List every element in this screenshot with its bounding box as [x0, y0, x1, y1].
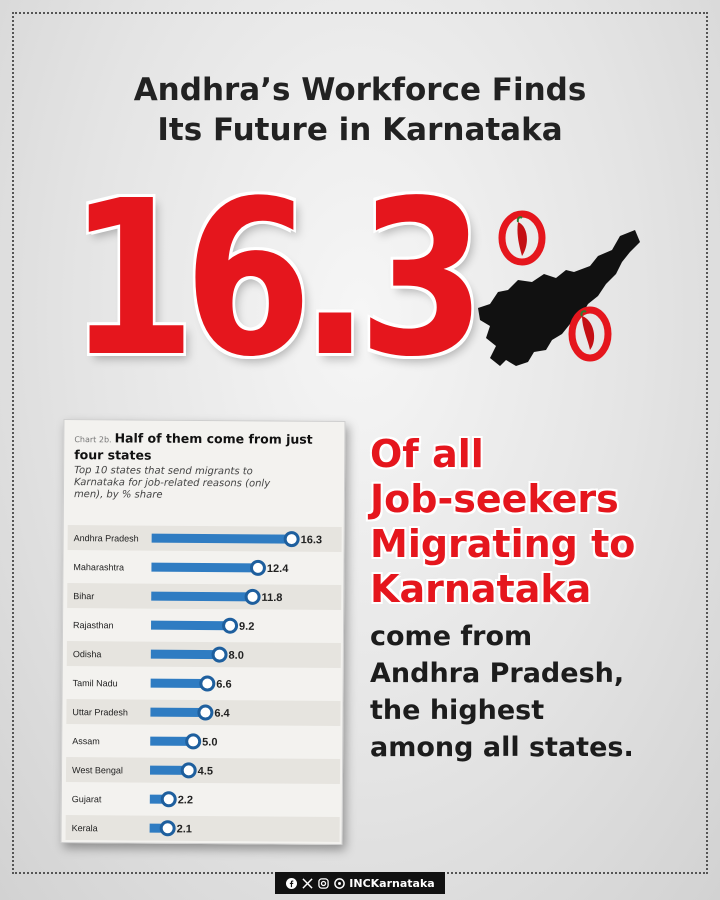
clipping-title-line-1: Half of them come from just — [114, 430, 313, 447]
red-highlight-text: Of all Job-seekers Migrating to Karnatak… — [370, 432, 710, 612]
bar-category-label: Assam — [72, 736, 100, 746]
newspaper-chart-clipping: Chart 2b. Half of them come from just fou… — [60, 419, 346, 845]
bar — [151, 562, 258, 573]
migrants-bar-chart: Andhra Pradesh 16.3 Maharashtra 12.4 Bihar 11… — [65, 525, 342, 842]
clipping-subtitle: Top 10 states that send migrants to Karn… — [74, 465, 334, 503]
bar-value-label: 5.0 — [202, 736, 217, 748]
clipping-title: Chart 2b. Half of them come from just fou… — [74, 430, 334, 464]
bar-value-label: 16.3 — [301, 534, 323, 546]
bar-category-label: Andhra Pradesh — [74, 533, 139, 543]
bar-category-label: Odisha — [73, 649, 102, 659]
bar-value-label: 11.8 — [262, 592, 283, 604]
bar — [150, 678, 208, 689]
red-line-3: Migrating to — [370, 522, 636, 566]
facebook-icon[interactable] — [285, 877, 297, 889]
bar-end-marker — [180, 762, 197, 779]
bar-value-label: 8.0 — [229, 650, 244, 662]
bar-value-label: 9.2 — [239, 621, 254, 633]
bar-category-label: Kerala — [72, 823, 98, 833]
bar-category-label: Bihar — [73, 591, 94, 601]
andhra-percent-map-graphic — [478, 210, 640, 366]
chart-row-stripe — [66, 728, 341, 755]
bar-end-marker — [244, 588, 261, 605]
andhra-map-icon — [478, 230, 640, 366]
bar-category-label: Uttar Pradesh — [72, 707, 128, 717]
bar-value-label: 2.1 — [177, 823, 192, 835]
clipping-chart-label: Chart 2b. — [74, 435, 112, 445]
social-footer: INCKarnataka — [275, 872, 445, 894]
bar — [151, 591, 253, 602]
stat-description: Of all Job-seekers Migrating to Karnatak… — [370, 432, 710, 766]
chart-row-stripe — [65, 786, 340, 813]
headline: Andhra’s Workforce Finds Its Future in K… — [0, 70, 720, 150]
bar — [151, 533, 292, 544]
bar-value-label: 4.5 — [198, 765, 213, 777]
bar-end-marker — [159, 820, 176, 837]
chilli-icon — [517, 222, 527, 256]
black-body-text: come from Andhra Pradesh, the highest am… — [370, 618, 710, 766]
bar — [150, 736, 194, 746]
chart-row-stripe — [65, 757, 341, 784]
bar-value-label: 2.2 — [178, 794, 193, 806]
bar — [150, 707, 206, 718]
bar — [150, 649, 220, 660]
bar-end-marker — [222, 617, 239, 634]
bar-end-marker — [160, 791, 177, 808]
threads-icon[interactable] — [333, 877, 345, 889]
bar-category-label: Rajasthan — [73, 620, 114, 630]
footer-handle[interactable]: INCKarnataka — [349, 876, 435, 890]
bar-category-label: Tamil Nadu — [73, 678, 118, 688]
chart-row-stripe — [65, 815, 340, 842]
black-line-3: the highest — [370, 695, 545, 726]
percent-bottom-circle-icon — [568, 306, 612, 362]
clipping-subtitle-line-2: Karnataka for job-related reasons (only — [74, 477, 271, 490]
black-line-2: Andhra Pradesh, — [370, 658, 625, 689]
bar-value-label: 6.6 — [216, 679, 231, 691]
bar-value-label: 6.4 — [214, 708, 230, 720]
percent-top-circle-icon — [498, 210, 546, 266]
bar-end-marker — [185, 733, 202, 750]
big-stat-number: 16.3 — [68, 155, 486, 404]
bar — [150, 765, 189, 775]
black-line-1: come from — [370, 621, 533, 652]
red-line-1: Of all — [370, 432, 484, 476]
bar-category-label: Gujarat — [72, 794, 102, 804]
bar-end-marker — [283, 531, 300, 548]
headline-line-1: Andhra’s Workforce Finds — [133, 72, 587, 108]
red-line-4: Karnataka — [370, 567, 592, 611]
clipping-subtitle-line-3: men), by % share — [73, 489, 163, 501]
bar — [151, 620, 231, 631]
red-line-2: Job-seekers — [370, 477, 619, 521]
clipping-title-line-2: four states — [74, 447, 152, 463]
chilli-icon — [582, 316, 595, 350]
bar-end-marker — [197, 704, 214, 721]
bar-end-marker — [199, 675, 216, 692]
instagram-icon[interactable] — [317, 877, 329, 889]
clipping-subtitle-line-1: Top 10 states that send migrants to — [74, 465, 253, 478]
bar-end-marker — [249, 559, 266, 576]
bar-end-marker — [211, 646, 228, 663]
headline-line-2: Its Future in Karnataka — [157, 112, 563, 148]
black-line-4: among all states. — [370, 732, 634, 763]
bar-category-label: Maharashtra — [73, 562, 124, 572]
bar-category-label: West Bengal — [72, 765, 123, 775]
bar-value-label: 12.4 — [267, 563, 289, 575]
x-twitter-icon[interactable] — [301, 877, 313, 889]
